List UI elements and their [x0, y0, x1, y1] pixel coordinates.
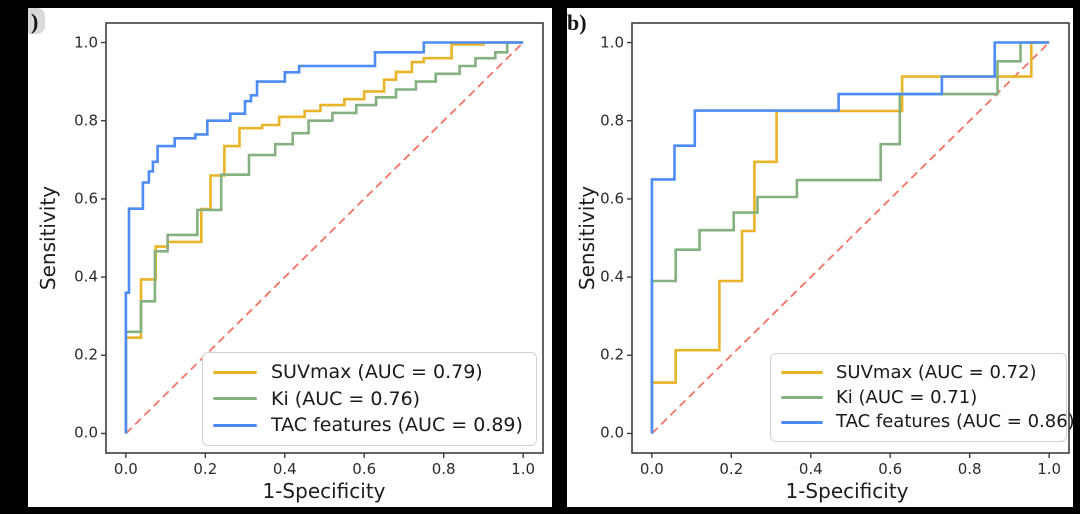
legend-item-tac-features: TAC features (AUC = 0.86)	[781, 411, 1075, 433]
panel-b-legend: SUVmax (AUC = 0.72) Ki (AUC = 0.71) TAC fe…	[770, 353, 1075, 442]
panel-a-letter-background	[28, 8, 45, 34]
roc-curve-ki	[124, 41, 524, 434]
y-tick-label: 0.2	[74, 345, 98, 364]
y-tick-label: 0.0	[600, 423, 624, 442]
chance-diagonal-line	[125, 41, 524, 435]
legend-line-sample	[213, 397, 257, 401]
legend-label: SUVmax (AUC = 0.72)	[836, 362, 1037, 384]
panel-b-xlabel: 1-Specificity	[785, 479, 909, 503]
x-tick-label: 0.8	[431, 460, 456, 478]
roc-curve-tac-features	[650, 41, 1050, 434]
legend-line-sample	[213, 371, 257, 375]
y-tick-label: 0.0	[74, 423, 98, 442]
y-tick-label: 0.4	[74, 267, 98, 286]
roc-curve-tac-features	[124, 41, 524, 434]
roc-panel-a: ) 1-Specificity Sensitivity SUVmax (AUC …	[28, 8, 552, 507]
x-tick-label: 0.6	[878, 460, 903, 478]
legend-line-sample	[781, 420, 823, 424]
legend-label: TAC features (AUC = 0.89)	[271, 413, 523, 436]
y-tick-label: 1.0	[74, 33, 98, 52]
panel-a-letter: )	[31, 9, 39, 34]
x-tick-label: 0.6	[352, 460, 377, 478]
roc-panel-b: b) 1-Specificity Sensitivity SUVmax (AUC…	[567, 8, 1075, 507]
legend-label: Ki (AUC = 0.76)	[271, 387, 421, 410]
x-tick-label: 0.2	[193, 460, 218, 478]
legend-item-suvmax: SUVmax (AUC = 0.79)	[213, 361, 526, 384]
legend-item-ki: Ki (AUC = 0.76)	[213, 388, 526, 411]
x-tick-label: 0.0	[639, 460, 664, 478]
legend-item-ki: Ki (AUC = 0.71)	[781, 387, 1056, 409]
legend-line-sample	[213, 423, 257, 427]
legend-item-suvmax: SUVmax (AUC = 0.72)	[781, 362, 1056, 384]
roc-curve-ki	[650, 41, 1050, 434]
legend-label: SUVmax (AUC = 0.79)	[271, 361, 483, 384]
x-tick-label: 1.0	[1037, 460, 1062, 478]
legend-item-tac-features: TAC features (AUC = 0.89)	[213, 414, 526, 437]
x-tick-label: 0.4	[272, 460, 297, 478]
y-tick-label: 1.0	[600, 33, 624, 52]
x-tick-label: 0.0	[113, 460, 138, 478]
y-tick-label: 0.8	[600, 111, 624, 130]
legend-line-sample	[781, 371, 823, 375]
legend-line-sample	[781, 395, 823, 399]
y-tick-label: 0.6	[600, 189, 624, 208]
y-tick-label: 0.4	[600, 267, 624, 286]
x-tick-label: 1.0	[511, 460, 536, 478]
panel-b-letter: b)	[567, 10, 587, 35]
x-tick-label: 0.4	[798, 460, 823, 478]
x-tick-label: 0.8	[957, 460, 982, 478]
legend-label: Ki (AUC = 0.71)	[836, 386, 978, 408]
y-tick-label: 0.6	[74, 189, 98, 208]
legend-label: TAC features (AUC = 0.86)	[836, 411, 1075, 433]
chance-diagonal-line	[651, 41, 1050, 435]
y-tick-label: 0.8	[74, 111, 98, 130]
y-tick-label: 0.2	[600, 345, 624, 364]
panel-a-legend: SUVmax (AUC = 0.79) Ki (AUC = 0.76) TAC fe…	[202, 352, 537, 446]
panel-a-xlabel: 1-Specificity	[262, 479, 386, 503]
x-tick-label: 0.2	[719, 460, 744, 478]
